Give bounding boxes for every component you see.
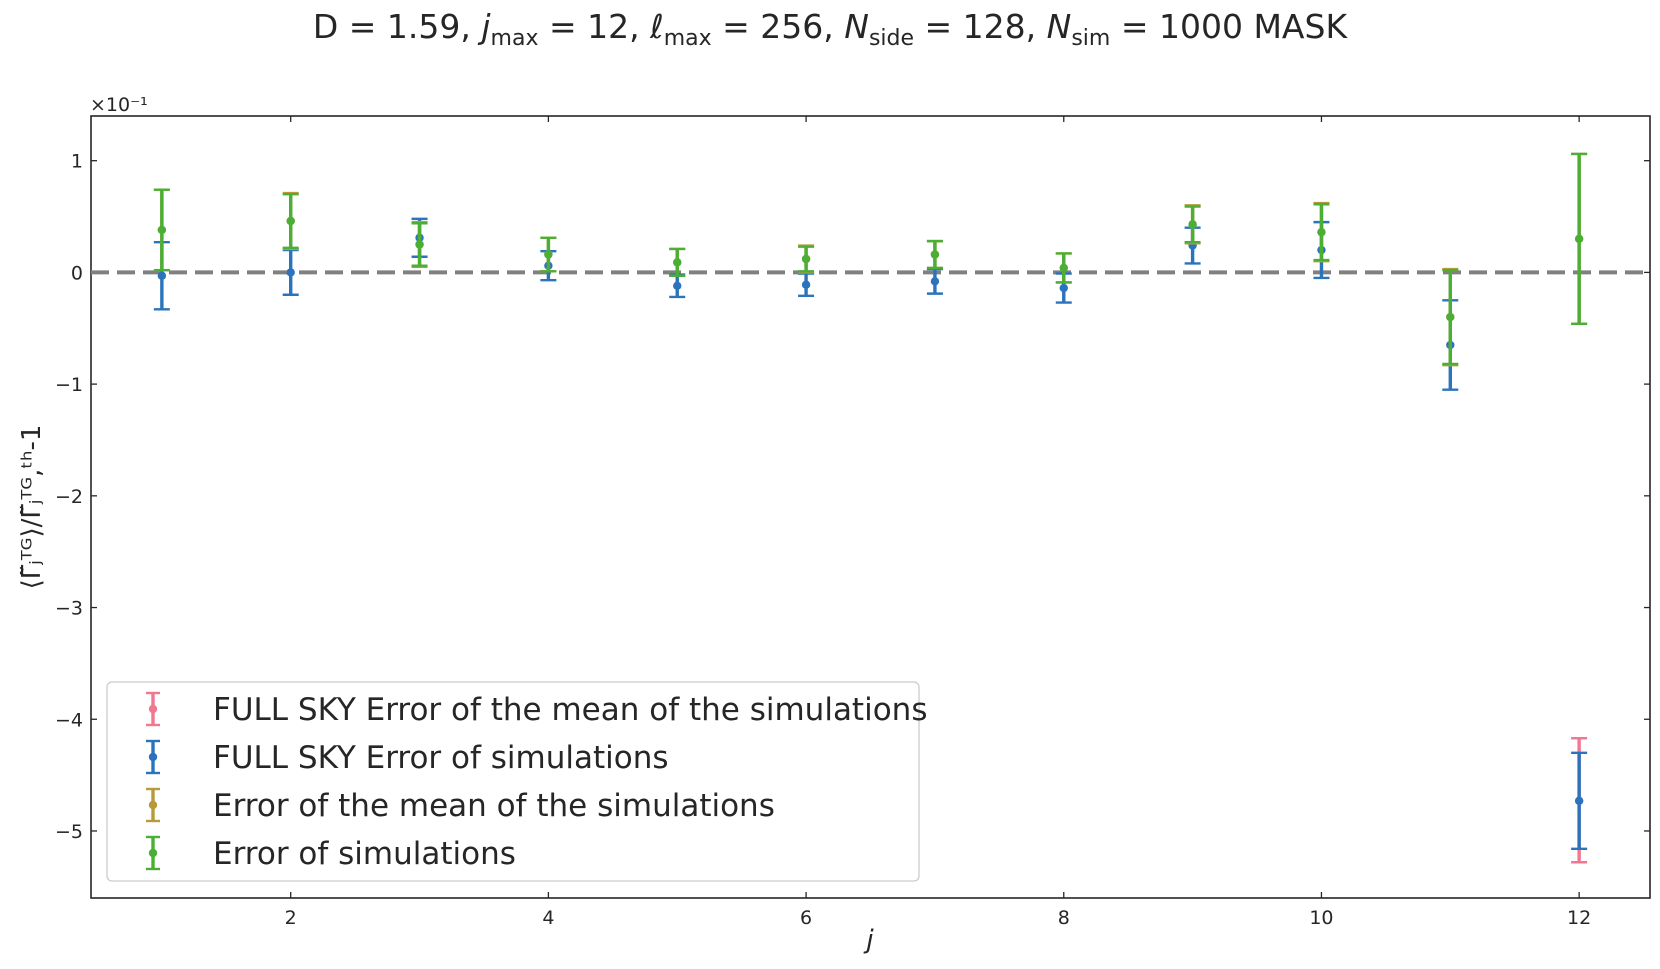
data-point xyxy=(1317,227,1326,237)
x-tick-label: 4 xyxy=(542,907,554,929)
title-prefix: D = 1.59, xyxy=(313,7,482,46)
data-point xyxy=(801,254,811,264)
legend: FULL SKY Error of the mean of the simula… xyxy=(106,681,927,882)
data-point xyxy=(1188,220,1197,229)
series-mean_error xyxy=(153,152,1588,367)
data-point xyxy=(673,258,682,267)
y-tick-label: −1 xyxy=(55,374,83,396)
data-point xyxy=(1574,234,1584,244)
y-tick-label: 1 xyxy=(71,151,83,173)
chart-title: D = 1.59, jmax = 12, ℓmax = 256, Nside =… xyxy=(313,7,1349,51)
title-j: j xyxy=(477,7,491,46)
data-point xyxy=(1574,796,1584,806)
x-tick-label: 10 xyxy=(1309,907,1333,929)
legend-box xyxy=(106,681,920,882)
data-point xyxy=(1059,263,1068,273)
title-ell: ℓ xyxy=(649,7,664,46)
title-nsim-sub: sim xyxy=(1071,26,1110,51)
plot-frame xyxy=(90,115,1651,899)
data-point xyxy=(286,268,295,277)
title-nside-val: = 128, xyxy=(914,7,1047,46)
data-point xyxy=(1446,312,1455,322)
title-ell-val: = 256, xyxy=(712,7,845,46)
data-point xyxy=(286,216,295,226)
y-tick-label: −3 xyxy=(55,598,83,620)
data-point xyxy=(157,225,167,235)
x-tick-label: 8 xyxy=(1058,907,1070,929)
y-tick-label: −5 xyxy=(55,821,83,843)
title-j-sub: max xyxy=(491,26,539,51)
x-axis-label: j xyxy=(863,925,874,955)
legend-label: Error of the mean of the simulations xyxy=(213,788,775,824)
y-tick-label: 0 xyxy=(71,262,83,284)
title-nsim-val: = 1000 MASK xyxy=(1110,7,1348,46)
x-tick-label: 12 xyxy=(1567,907,1591,929)
y-axis-ticks: 1 0 −1 −2 −3 −4 −5 xyxy=(55,151,1650,843)
series-layer xyxy=(153,152,1588,864)
data-point xyxy=(930,250,940,259)
data-point xyxy=(801,280,811,289)
legend-item: FULL SKY Error of the mean of the simula… xyxy=(146,691,927,728)
series-sim_error xyxy=(153,152,1588,366)
data-point xyxy=(544,250,553,259)
legend-marker xyxy=(148,800,158,810)
title-nside-sub: side xyxy=(869,26,914,51)
data-point xyxy=(157,271,167,280)
title-ell-sub: max xyxy=(664,26,712,51)
legend-item: Error of simulations xyxy=(146,835,516,872)
legend-marker xyxy=(148,704,158,714)
data-point xyxy=(673,281,682,291)
title-j-val: = 12, xyxy=(538,7,650,46)
legend-label: FULL SKY Error of simulations xyxy=(213,740,669,776)
y-axis-label: ⟨Γ̃ⱼᵀᴳ⟩/Γ̃ⱼᵀᴳ,ᵗʰ-1 xyxy=(17,425,47,590)
x-tick-label: 2 xyxy=(285,907,297,929)
legend-marker xyxy=(148,848,158,858)
legend-label: Error of simulations xyxy=(213,836,516,872)
x-axis-ticks: 2 4 6 8 10 12 xyxy=(285,116,1591,929)
y-tick-label: −2 xyxy=(55,486,83,508)
legend-item: FULL SKY Error of simulations xyxy=(146,739,669,776)
data-point xyxy=(415,240,424,249)
title-nside: N xyxy=(844,7,869,46)
legend-marker xyxy=(148,752,158,762)
data-point xyxy=(930,277,940,286)
data-point xyxy=(1059,283,1068,293)
x-tick-label: 6 xyxy=(800,907,812,929)
legend-item: Error of the mean of the simulations xyxy=(146,787,775,824)
title-nsim: N xyxy=(1047,7,1072,46)
y-tick-label: −4 xyxy=(55,709,83,731)
legend-label: FULL SKY Error of the mean of the simula… xyxy=(213,692,927,728)
y-offset-text: ×10⁻¹ xyxy=(90,94,148,116)
